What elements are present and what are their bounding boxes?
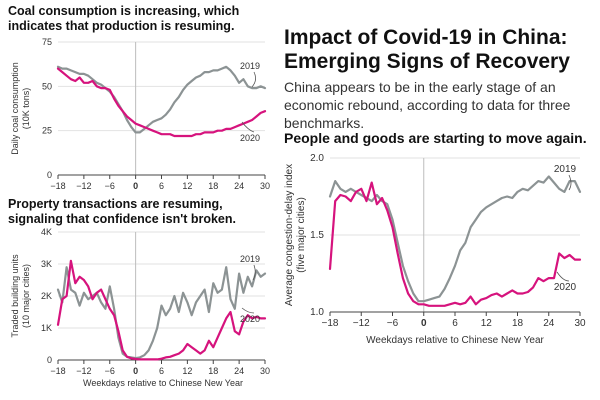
- congestion-xtick-label: 18: [512, 318, 524, 329]
- congestion-xtick-label: 12: [481, 318, 493, 329]
- property-series-2020: [56, 259, 267, 361]
- coal-ylabel-line2: (10K tons): [21, 88, 31, 130]
- congestion-ylabel: Average congestion-delay index(five majo…: [284, 164, 307, 306]
- coal-title-line1: Coal consumption is increasing, which: [8, 4, 240, 18]
- page-title-line2: Emerging Signs of Recovery: [284, 50, 570, 73]
- coal-ytick-label: 75: [42, 37, 52, 47]
- coal-series-2020: [56, 67, 267, 138]
- congestion-label-2020: 2020: [554, 282, 577, 293]
- congestion-chart: 1.0 1.5 2.0 −18 −12 −6 0 6 12 18 24 30 2019 2020 Avera…: [284, 153, 586, 346]
- coal-label-2020: 2020: [240, 133, 260, 143]
- congestion-label-2019: 2019: [554, 164, 577, 175]
- coal-ytick-label: 0: [47, 170, 52, 180]
- property-ylabel: Traded building units(10 major cities): [10, 254, 31, 338]
- property-label-2020: 2020: [240, 314, 260, 324]
- property-ytick-label: 0: [47, 355, 52, 365]
- property-ylabel-line2: (10 major cities): [21, 264, 31, 328]
- coal-title-line2: indicates that production is resuming.: [8, 19, 235, 33]
- property-chart-title: Property transactions are resuming, sign…: [8, 197, 236, 227]
- property-leader-2019: [252, 264, 256, 281]
- coal-xtick-label: −6: [105, 181, 115, 191]
- property-xtick-label: −12: [76, 366, 91, 376]
- property-chart: 0 1K 2K 3K 4K −18 −12 −6 0 6 12 18 24 30 2019 2020 Trade…: [10, 227, 270, 388]
- coal-xtick-label: 12: [182, 181, 192, 191]
- congestion-ytick-label: 1.0: [310, 307, 324, 318]
- coal-label-2019: 2019: [240, 61, 260, 71]
- property-xtick-label: −18: [50, 366, 65, 376]
- property-label-2019: 2019: [240, 254, 260, 264]
- property-xtick-label: −6: [105, 366, 115, 376]
- coal-xtick-label: 24: [234, 181, 244, 191]
- congestion-xlabel: Weekdays relative to Chinese New Year: [366, 335, 544, 346]
- coal-xtick-label: −12: [76, 181, 91, 191]
- property-leader-2020: [241, 307, 255, 314]
- congestion-xtick-label: −6: [387, 318, 399, 329]
- page-subtitle: China appears to be in the early stage o…: [284, 79, 571, 131]
- congestion-xtick-label: 24: [543, 318, 555, 329]
- coal-xtick-label: 6: [159, 181, 164, 191]
- coal-series-2019: [56, 65, 267, 134]
- coal-leader-2020: [241, 121, 255, 133]
- property-xtick-label: 30: [260, 366, 270, 376]
- property-ytick-label: 2K: [41, 291, 52, 301]
- coal-xtick-label: 18: [208, 181, 218, 191]
- property-xtick-label: 6: [159, 366, 164, 376]
- coal-ytick-label: 25: [42, 126, 52, 136]
- property-ylabel-line1: Traded building units: [10, 254, 20, 338]
- coal-xtick-label: 30: [260, 181, 270, 191]
- property-ytick-label: 4K: [41, 227, 52, 237]
- congestion-series-2019: [328, 175, 582, 303]
- property-title-line2: signaling that confidence isn't broken.: [8, 212, 236, 226]
- congestion-xtick-label: −18: [322, 318, 339, 329]
- congestion-xtick-label: 0: [421, 318, 427, 329]
- property-xtick-label: 18: [208, 366, 218, 376]
- property-ytick-label: 3K: [41, 259, 52, 269]
- congestion-xtick-label: 30: [574, 318, 586, 329]
- coal-chart: 0 25 50 75 −18 −12 −6 0 6 12 18 24 30 2019 2020 Daily c…: [10, 37, 270, 191]
- congestion-series-2020: [328, 181, 582, 307]
- property-ytick-label: 1K: [41, 323, 52, 333]
- congestion-chart-title: People and goods are starting to move ag…: [284, 130, 587, 146]
- page-title-line1: Impact of Covid-19 in China:: [284, 26, 568, 49]
- property-series-2019: [56, 266, 267, 360]
- congestion-ylabel-line2: (five major cities): [296, 197, 307, 273]
- coal-leader-2019: [251, 71, 256, 88]
- property-xtick-label: 0: [133, 366, 138, 376]
- congestion-xtick-label: 6: [452, 318, 458, 329]
- coal-xtick-label: 0: [133, 181, 138, 191]
- congestion-leader-2020: [556, 271, 570, 282]
- coal-ylabel-line1: Daily coal consumption: [10, 62, 20, 155]
- congestion-xtick-label: −12: [353, 318, 370, 329]
- page-title: Impact of Covid-19 in China: Emerging Si…: [284, 26, 570, 74]
- property-title-line1: Property transactions are resuming,: [8, 197, 223, 211]
- coal-ylabel: Daily coal consumption(10K tons): [10, 62, 31, 155]
- coal-xtick-label: −18: [50, 181, 65, 191]
- coal-chart-title: Coal consumption is increasing, which in…: [8, 4, 239, 34]
- property-xlabel: Weekdays relative to Chinese New Year: [83, 378, 243, 388]
- congestion-ytick-label: 2.0: [310, 153, 324, 164]
- congestion-ytick-label: 1.5: [310, 230, 324, 241]
- coal-ytick-label: 50: [42, 81, 52, 91]
- congestion-leader-2019: [568, 174, 572, 191]
- congestion-ylabel-line1: Average congestion-delay index: [284, 164, 295, 306]
- property-xtick-label: 12: [182, 366, 192, 376]
- property-xtick-label: 24: [234, 366, 244, 376]
